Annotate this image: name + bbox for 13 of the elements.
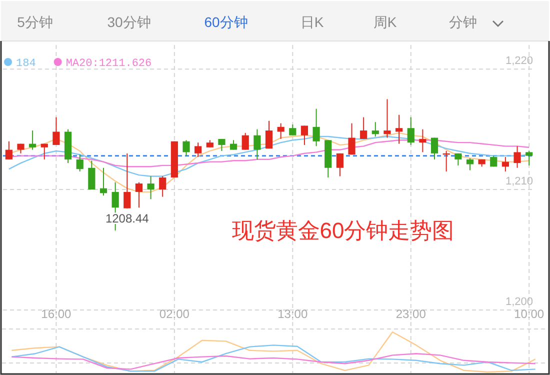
x-tick-label: 10:00: [514, 307, 544, 321]
y-tick-label: 1,220: [505, 55, 533, 68]
x-tick-label: 23:00: [396, 307, 426, 321]
x-tick-label: 02:00: [159, 307, 190, 321]
legend-label: 184: [16, 58, 36, 70]
x-tick-label: 16:00: [41, 307, 72, 321]
x-tick-label: 13:00: [278, 307, 308, 321]
text: 现货黄金60分钟走势图: [232, 218, 454, 243]
y-tick-label: 1,200: [505, 296, 533, 308]
legend-item: 184: [4, 58, 36, 70]
y-tick-label: 1,210: [505, 176, 533, 188]
legend-item: MA20:1211.626: [54, 58, 152, 70]
tab-bar: 5分钟 30分钟 60分钟 日K 周K 分钟: [0, 1, 550, 42]
